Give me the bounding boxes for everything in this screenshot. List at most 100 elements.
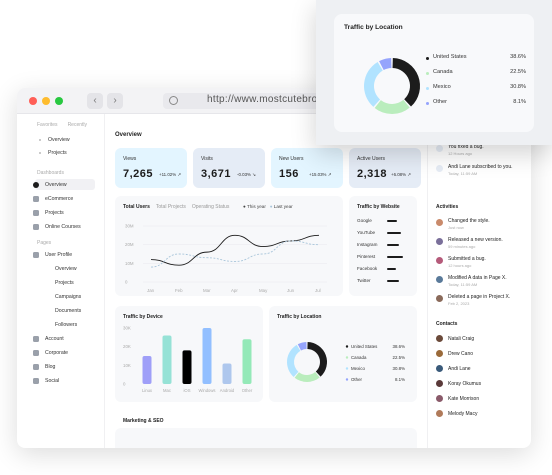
sidebar-item-social[interactable]: Social bbox=[33, 375, 59, 386]
activity-time: Feb 2, 2023 bbox=[448, 301, 470, 306]
avatar bbox=[436, 365, 443, 372]
sidebar-item-label: Online Courses bbox=[45, 223, 81, 230]
legend-bullet bbox=[426, 57, 429, 60]
sidebar-item-projects[interactable]: Projects bbox=[33, 207, 64, 218]
avatar bbox=[436, 410, 443, 417]
stat-label: New Users bbox=[279, 156, 304, 162]
avatar bbox=[436, 276, 443, 283]
trend-down-icon: ↘ bbox=[252, 172, 256, 177]
sidebar-subitem-documents[interactable]: Documents bbox=[55, 305, 81, 316]
stat-card-new-users: New Users 156 +15.03% ↗ bbox=[271, 148, 343, 188]
sidebar-item-corporate[interactable]: Corporate bbox=[33, 347, 68, 358]
contact-item[interactable]: Koray Okumus bbox=[436, 380, 530, 390]
sidebar: Favorites Recently Overview Projects Dash… bbox=[17, 114, 105, 448]
stat-card-views: Views 7,265 +11.02% ↗ bbox=[115, 148, 187, 188]
traffic-by-location-zoom-card: Traffic by Location United States 38.6% Ca… bbox=[316, 0, 552, 145]
activity-item[interactable]: Submitted a bug. 12 hours ago bbox=[436, 256, 530, 270]
contact-item[interactable]: Andi Lane bbox=[436, 365, 530, 375]
website-name[interactable]: Twitter bbox=[357, 278, 371, 283]
sidebar-subitem-campaigns[interactable]: Campaigns bbox=[55, 291, 81, 302]
sidebar-subitem-overview[interactable]: Overview bbox=[55, 263, 77, 274]
activity-item[interactable]: Modified A data in Page X. Today, 11:59 A… bbox=[436, 275, 530, 289]
book-icon bbox=[33, 223, 39, 230]
sidebar-tabs: Favorites Recently bbox=[37, 122, 97, 128]
activity-item[interactable]: Deleted a page in Project X. Feb 2, 2023 bbox=[436, 294, 530, 308]
tab-total-projects[interactable]: Total Projects bbox=[155, 204, 186, 210]
legend-value: 30.8% bbox=[510, 84, 526, 90]
website-bar bbox=[387, 280, 399, 282]
sidebar-item-user-profile[interactable]: User Profile bbox=[33, 249, 72, 260]
sidebar-item-label: Account bbox=[45, 335, 64, 342]
activity-item[interactable]: Released a new version. 59 minutes ago bbox=[436, 237, 530, 251]
legend-bullet bbox=[426, 72, 429, 75]
notification-item[interactable]: Andi Lane subscribed to you. Today, 11:5… bbox=[436, 164, 530, 178]
website-name[interactable]: Instagram bbox=[357, 242, 378, 247]
activity-title: Released a new version. bbox=[448, 237, 503, 243]
trend-up-icon: ↗ bbox=[177, 172, 182, 177]
website-name[interactable]: Facebook bbox=[357, 266, 378, 271]
sidebar-item-overview-fav[interactable]: Overview bbox=[37, 134, 70, 145]
legend-label: United States bbox=[351, 344, 378, 349]
sidebar-subitem-followers[interactable]: Followers bbox=[55, 319, 77, 330]
y-tick-label: 10M bbox=[125, 261, 134, 266]
sidebar-item-online-courses[interactable]: Online Courses bbox=[33, 221, 81, 232]
legend-value: 22.5% bbox=[510, 69, 526, 75]
contact-item[interactable]: Natali Craig bbox=[436, 335, 530, 345]
sidebar-item-blog[interactable]: Blog bbox=[33, 361, 55, 372]
x-tick-label: Linux bbox=[142, 388, 153, 393]
x-tick-label: iOS bbox=[184, 388, 191, 393]
contact-name: Koray Okumus bbox=[448, 381, 482, 387]
notification-item[interactable]: You fixed a bug. 12 Hours ago bbox=[436, 144, 530, 158]
users-line-chart: 30M 20M 10M 0 Jan Feb Mar Apr May Jun Jul bbox=[125, 224, 327, 293]
website-bar bbox=[387, 256, 403, 258]
website-name[interactable]: YouTube bbox=[357, 230, 376, 235]
activity-item[interactable]: Changed the style. Just now bbox=[436, 218, 530, 232]
website-bar bbox=[387, 244, 399, 246]
website-name[interactable]: Google bbox=[357, 218, 372, 223]
sidebar-item-ecommerce[interactable]: eCommerce bbox=[33, 193, 73, 204]
trend-up-icon: ↗ bbox=[407, 172, 411, 177]
x-tick-label: Mac bbox=[163, 388, 171, 393]
legend-label: Mexico bbox=[351, 366, 365, 371]
sidebar-subitem-projects[interactable]: Projects bbox=[55, 277, 74, 288]
forward-button[interactable]: › bbox=[107, 93, 123, 109]
x-tick-label: Other bbox=[242, 388, 253, 393]
sidebar-item-label: Overview bbox=[48, 136, 70, 143]
user-profile-icon bbox=[33, 251, 39, 258]
contact-item[interactable]: Melody Macy bbox=[436, 410, 530, 420]
tab-total-users[interactable]: Total Users bbox=[123, 204, 150, 210]
tab-favorites[interactable]: Favorites bbox=[37, 122, 58, 128]
minimize-window-button[interactable] bbox=[42, 97, 50, 105]
tab-recently[interactable]: Recently bbox=[67, 122, 88, 128]
sidebar-item-projects-fav[interactable]: Projects bbox=[37, 147, 67, 158]
slice-canada bbox=[294, 372, 320, 382]
legend-label: Canada bbox=[351, 355, 367, 360]
y-tick-label: 0 bbox=[123, 382, 126, 387]
y-tick-label: 30K bbox=[123, 326, 131, 331]
back-button[interactable]: ‹ bbox=[87, 93, 103, 109]
legend-value: 8.1% bbox=[395, 377, 405, 382]
zoom-legend-row: United States 38.6% bbox=[426, 54, 526, 64]
zoom-legend-row: Other 8.1% bbox=[426, 99, 526, 109]
contact-item[interactable]: Kate Morrison bbox=[436, 395, 530, 405]
sidebar-heading-dashboards: Dashboards bbox=[37, 170, 64, 176]
maximize-window-button[interactable] bbox=[55, 97, 63, 105]
page-title: Overview bbox=[115, 132, 142, 138]
x-tick-label: May bbox=[259, 288, 268, 293]
close-window-button[interactable] bbox=[29, 97, 37, 105]
address-bar[interactable]: http://www.mostcutebrowsers bbox=[163, 93, 345, 109]
sidebar-item-account[interactable]: Account bbox=[33, 333, 64, 344]
website-name[interactable]: Pinterest bbox=[357, 254, 376, 259]
sidebar-item-label: Overview bbox=[55, 265, 77, 272]
tab-operating-status[interactable]: Operating Status bbox=[191, 204, 230, 210]
sidebar-item-overview[interactable]: Overview bbox=[33, 179, 67, 190]
x-tick-label: Android bbox=[220, 388, 235, 393]
contact-item[interactable]: Drew Cano bbox=[436, 350, 530, 360]
stat-value: 2,318 bbox=[357, 168, 388, 180]
legend-label: United States bbox=[433, 54, 467, 60]
sidebar-item-label: Followers bbox=[55, 321, 78, 328]
sidebar-item-label: Blog bbox=[45, 363, 56, 370]
contact-name: Andi Lane bbox=[448, 366, 471, 372]
bullet-icon bbox=[39, 138, 41, 141]
